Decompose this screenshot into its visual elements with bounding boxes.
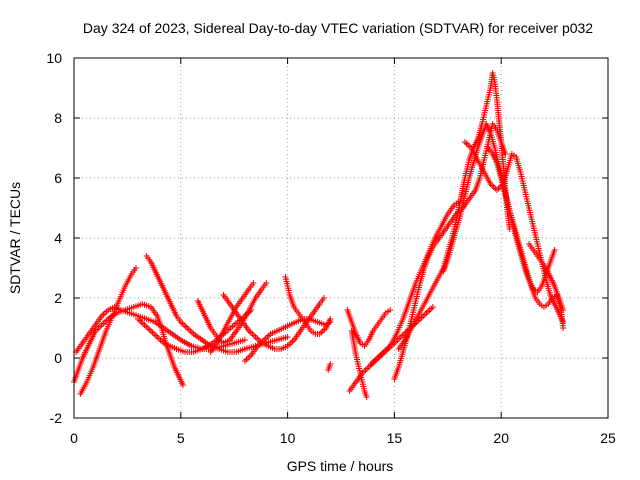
y-tick-label: 0 (54, 350, 62, 366)
x-tick-label: 25 (600, 430, 616, 446)
x-tick-label: 5 (177, 430, 185, 446)
data-point (327, 316, 334, 322)
data-point (179, 382, 186, 388)
data-point (132, 265, 139, 271)
y-tick-label: -2 (50, 410, 63, 426)
data-point (320, 295, 327, 301)
data-point (387, 307, 394, 313)
y-tick-label: 8 (54, 110, 62, 126)
x-tick-label: 0 (70, 430, 78, 446)
y-axis-label: SDTVAR / TECUs (7, 182, 23, 294)
x-tick-label: 10 (280, 430, 296, 446)
data-point (560, 307, 567, 313)
y-tick-label: 4 (54, 230, 62, 246)
data-point (250, 280, 257, 286)
data-point (363, 394, 370, 400)
data-point (284, 334, 291, 340)
data-point (429, 304, 436, 310)
data-point (327, 361, 334, 367)
data-point (263, 280, 270, 286)
y-tick-label: 10 (46, 50, 62, 66)
data-point (241, 337, 248, 343)
y-tick-label: 2 (54, 290, 62, 306)
x-axis-label: GPS time / hours (287, 458, 394, 474)
grid-lines (74, 58, 608, 418)
axis-ticks: 0 5 10 15 20 25 -2 0 2 4 6 8 10 (46, 50, 616, 446)
data-point (560, 325, 567, 331)
data-point (502, 151, 509, 157)
x-tick-label: 15 (387, 430, 403, 446)
y-tick-label: 6 (54, 170, 62, 186)
x-tick-label: 20 (493, 430, 509, 446)
data-points (71, 70, 567, 400)
chart-title: Day 324 of 2023, Sidereal Day-to-day VTE… (83, 20, 593, 36)
data-point (551, 247, 558, 253)
